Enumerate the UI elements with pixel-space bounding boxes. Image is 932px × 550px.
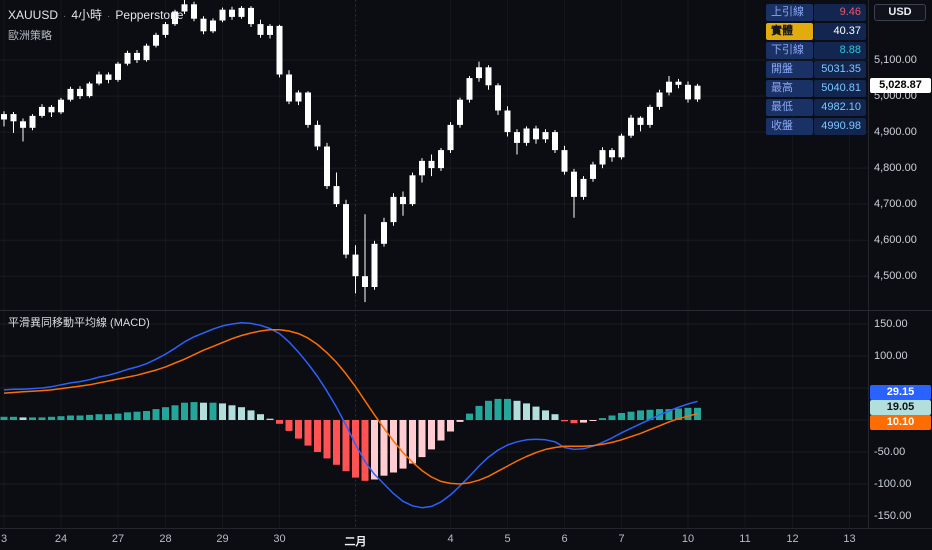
price-axis-label: 4,600.00 [874,233,917,246]
macd-indicator-title[interactable]: 平滑異同移動平均線 (MACD) [8,317,150,329]
time-axis-label: 27 [111,533,125,545]
macd-value-tag-signal-line: 10.10 [870,415,931,431]
candle-info-panel: 上引線 9.46 實體 40.37 下引線 8.88 開盤 5031.35 最高… [766,4,866,137]
time-axis-label: 28 [159,533,172,545]
info-value: 5040.81 [814,80,866,97]
info-row-low: 最低 4982.10 [766,99,866,116]
info-row-high: 最高 5040.81 [766,80,866,97]
info-label: 最高 [766,80,813,97]
info-value: 8.88 [814,42,866,59]
macd-axis-label: 100.00 [874,349,908,362]
macd-axis-label: -100.00 [874,477,912,490]
macd-pane[interactable]: 平滑異同移動平均線 (MACD) [0,310,868,528]
legend-strategy-row: 歐洲策略 [8,27,183,43]
pane-divider[interactable] [0,310,932,311]
info-label: 下引線 [766,42,813,59]
macd-axis-label: 150.00 [874,317,908,330]
info-label: 上引線 [766,4,813,21]
broker-label[interactable]: Pepperstone [115,8,184,22]
strategy-label[interactable]: 歐洲策略 [8,30,52,42]
info-row-lower-wick: 下引線 8.88 [766,42,866,59]
info-value: 4982.10 [814,99,866,116]
time-axis-label: 30 [273,533,286,545]
time-axis-label: 29 [216,533,229,545]
info-row-body: 實體 40.37 [766,23,866,40]
time-axis-label: 24 [54,533,68,545]
macd-value-tag-macd-line: 29.15 [870,385,931,401]
macd-axis-label: -50.00 [874,445,906,458]
legend-separator: · [63,11,67,22]
interval-label[interactable]: 4小時 [71,8,103,22]
chart-legend: XAUUSD · 4小時 · Pepperstone 歐洲策略 [8,6,183,43]
time-axis-label: 12 [786,533,799,545]
symbol-label[interactable]: XAUUSD [8,8,59,22]
time-axis-label: 6 [561,533,568,545]
legend-main-row: XAUUSD · 4小時 · Pepperstone [8,6,183,23]
time-axis-label: 10 [681,533,695,545]
legend-separator: · [107,11,111,22]
price-axis-label: 5,100.00 [874,53,917,66]
time-axis-label: 3 [0,533,8,545]
info-value: 5031.35 [814,61,866,78]
time-axis-label: 5 [504,533,511,545]
info-value: 40.37 [814,23,866,40]
info-value: 4990.98 [814,118,866,135]
candlestick-chart[interactable] [0,0,868,310]
info-row-upper-wick: 上引線 9.46 [766,4,866,21]
info-label: 最低 [766,99,813,116]
time-axis-label: 二月 [344,536,367,548]
info-row-close: 收盤 4990.98 [766,118,866,135]
price-pane[interactable]: XAUUSD · 4小時 · Pepperstone 歐洲策略 上引線 9.46 實體 … [0,0,868,310]
time-axis-label: 7 [618,533,625,545]
price-axis-label: 4,500.00 [874,269,917,282]
info-label: 實體 [766,23,813,40]
macd-axis-label: -150.00 [874,509,912,522]
time-axis-label: 4 [447,533,454,545]
macd-chart[interactable] [0,310,868,528]
price-axis-label: 4,700.00 [874,197,917,210]
price-axis[interactable]: USD 5,100.00 5,000.00 4,900.00 4,800.00 4,70… [868,0,932,528]
time-axis-label: 11 [739,533,751,545]
price-axis-label: 4,900.00 [874,125,917,138]
info-label: 開盤 [766,61,813,78]
time-axis[interactable]: 3 24 27 28 29 30 二月 4 5 6 7 10 11 12 13 [0,528,932,550]
currency-button[interactable]: USD [874,4,926,21]
last-price-tag: 5,028.87 [870,78,931,94]
info-value: 9.46 [814,4,866,21]
time-axis-label: 13 [843,533,856,545]
price-axis-label: 4,800.00 [874,161,917,174]
info-label: 收盤 [766,118,813,135]
macd-value-tag-histogram: 19.05 [870,400,931,416]
info-row-open: 開盤 5031.35 [766,61,866,78]
